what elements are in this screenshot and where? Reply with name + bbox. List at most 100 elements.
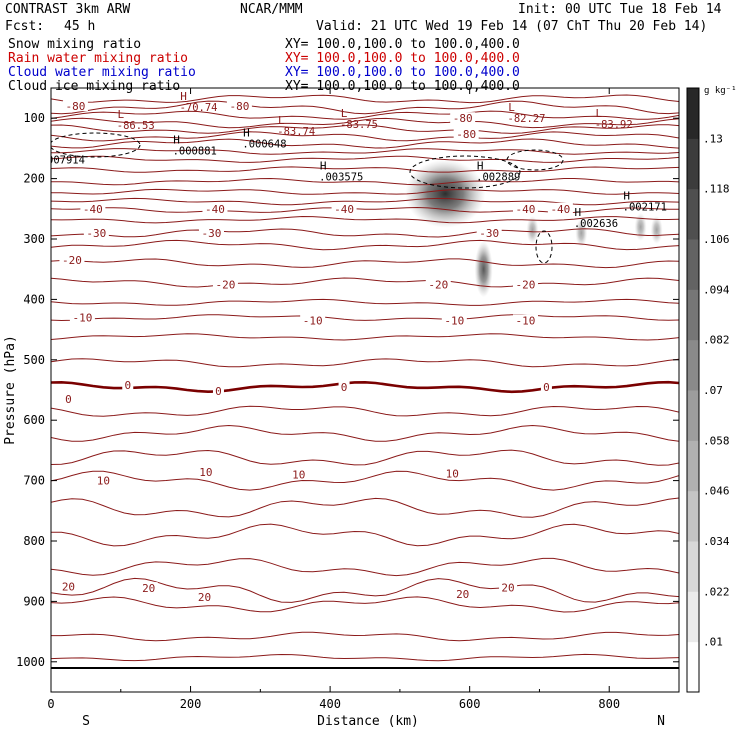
temperature-contour [51, 117, 679, 129]
temperature-label: -30 [202, 227, 222, 240]
colorbar-segment [687, 490, 699, 542]
extremum-value: -83.75 [340, 119, 378, 131]
temperature-label-bg [59, 254, 85, 266]
cloud-ice-contour [506, 149, 564, 171]
temperature-contour [51, 110, 679, 120]
temperature-contour [51, 177, 679, 186]
high-marker: H [173, 134, 180, 147]
temperature-label: 20 [501, 582, 514, 595]
y-tick-label: 700 [23, 474, 45, 488]
temperature-contour [51, 100, 679, 115]
temperature-label: -40 [83, 203, 103, 216]
extremum-value: .000648 [242, 138, 286, 150]
extremum-value: 007914 [47, 155, 85, 167]
temperature-label-bg [139, 582, 158, 594]
temperature-label-bg [476, 226, 502, 238]
extremum-value: -70.74 [180, 102, 218, 114]
x-axis: 0 200 400 600 800 [47, 88, 620, 711]
temperature-labels: -80 -80 -80 -80 -40 -40 -40 -40 -40 -30 -30 -30 -20 -… [59, 100, 573, 604]
temperature-contour [51, 577, 679, 603]
y-axis-title: Pressure (hPa) [3, 335, 18, 445]
temperature-label-bg [547, 202, 573, 214]
colorbar-unit: g kg⁻¹ [704, 86, 737, 96]
low-marker: L [595, 107, 602, 120]
field-snow-name: Snow mixing ratio [8, 37, 142, 52]
high-marker: H [575, 206, 582, 219]
temperature-contour [51, 557, 679, 577]
temperature-label: -40 [205, 203, 225, 216]
north-label: N [657, 714, 665, 729]
temperature-label: -40 [516, 203, 536, 216]
temperature-label-bg [62, 393, 74, 405]
high-marker: H [477, 160, 484, 173]
temperature-contour [51, 155, 679, 163]
low-marker: L [508, 101, 515, 114]
temperature-contour [51, 314, 679, 322]
extremum-value: .002171 [623, 202, 667, 214]
colorbar-tick-label: .106 [703, 233, 730, 246]
temperature-label: -20 [516, 278, 536, 291]
temperature-contour [51, 131, 679, 142]
mixing-ratio-blob [405, 159, 486, 228]
temperature-contour [51, 333, 679, 341]
x-tick-label: 600 [459, 697, 481, 711]
south-label: S [82, 714, 90, 729]
extremum-value: -83.92 [595, 119, 633, 131]
temperature-label: -80 [65, 100, 85, 113]
temperature-label-bg [80, 202, 106, 214]
y-tick-label: 400 [23, 292, 45, 306]
temperature-contour [51, 277, 679, 288]
y-tick-label: 100 [23, 111, 45, 125]
temperature-label: 10 [199, 466, 212, 479]
temperature-label-bg [202, 202, 228, 214]
temperature-label-bg [512, 314, 538, 326]
temperature-contour [51, 258, 679, 269]
x-axis-title: Distance (km) [317, 714, 419, 729]
mixing-ratio-blob [634, 212, 647, 241]
temperature-contour [51, 228, 679, 238]
temperature-label: 20 [142, 582, 155, 595]
y-tick-label: 200 [23, 172, 45, 186]
temperature-label-bg [300, 314, 326, 326]
temperature-contour [51, 449, 679, 466]
temperature-label-bg [453, 127, 479, 139]
temperature-contour [51, 94, 679, 104]
colorbar-segment [687, 289, 699, 341]
colorbar-segment [687, 641, 699, 693]
temperature-label-bg [122, 379, 134, 391]
temperature-contour [51, 470, 679, 491]
temperature-contour [51, 358, 679, 368]
extremum-value: -82.27 [508, 113, 546, 125]
temperature-contour [51, 596, 679, 613]
colorbar: .01 .022 .034 .046 .058 .07 .082 .094 .106 .118 .1… [686, 87, 730, 693]
y-tick-label: 600 [23, 413, 45, 427]
colorbar-tick-label: .082 [703, 334, 730, 347]
y-tick-label: 800 [23, 534, 45, 548]
temperature-label-bg [499, 581, 518, 593]
high-marker: H [320, 160, 327, 173]
temperature-label: -10 [72, 312, 92, 325]
model-title: CONTRAST 3km ARW [5, 2, 131, 17]
field-rain-xy: XY= 100.0,100.0 to 100.0,400.0 [285, 51, 520, 66]
temperature-label-bg [212, 278, 238, 290]
field-cloudwater-xy: XY= 100.0,100.0 to 100.0,400.0 [285, 65, 520, 80]
colorbar-segment [687, 339, 699, 391]
colorbar-tick-label: .058 [703, 434, 730, 447]
colorbar-frame [686, 87, 700, 693]
temperature-contours [51, 94, 679, 662]
field-rain-name: Rain water mixing ratio [8, 51, 189, 66]
org-label: NCAR/MMM [240, 2, 303, 17]
field-cloudice-xy: XY= 100.0,100.0 to 100.0,400.0 [285, 79, 520, 94]
temperature-label-bg [331, 202, 357, 214]
colorbar-segment [687, 591, 699, 643]
field-snow-xy: XY= 100.0,100.0 to 100.0,400.0 [285, 37, 520, 52]
temperature-label: -40 [334, 203, 354, 216]
temperature-label-bg [196, 466, 215, 478]
temperature-label: -30 [479, 227, 499, 240]
temperature-label: -20 [216, 278, 236, 291]
temperature-contour [51, 298, 679, 306]
temperature-contour [51, 166, 679, 173]
cloud-ice-outline [51, 132, 564, 264]
temperature-contour [51, 138, 679, 149]
